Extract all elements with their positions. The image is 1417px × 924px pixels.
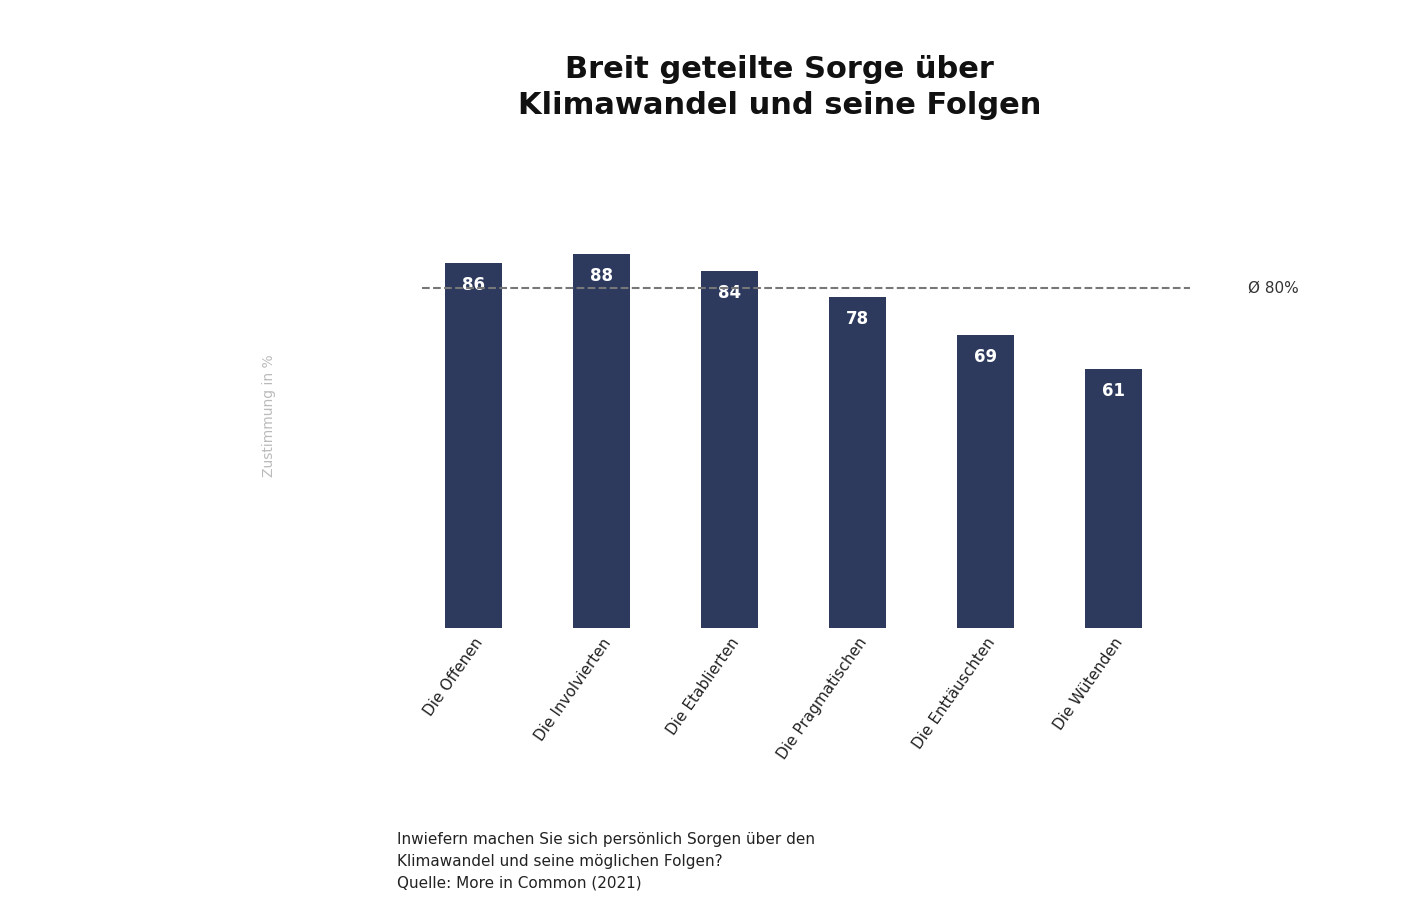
Bar <box>829 297 886 628</box>
Bar <box>701 272 758 628</box>
Bar <box>572 254 631 628</box>
Bar <box>956 335 1015 628</box>
Text: Zustimmung in %: Zustimmung in % <box>262 355 276 477</box>
Text: 78: 78 <box>846 310 869 327</box>
Bar <box>445 262 503 628</box>
Text: Breit geteilte Sorge über
Klimawandel und seine Folgen: Breit geteilte Sorge über Klimawandel un… <box>517 55 1041 120</box>
Text: 69: 69 <box>973 347 998 366</box>
Text: Inwiefern machen Sie sich persönlich Sorgen über den
Klimawandel und seine mögli: Inwiefern machen Sie sich persönlich Sor… <box>397 832 815 891</box>
Text: 86: 86 <box>462 275 485 294</box>
Bar <box>1084 369 1142 628</box>
Text: Ø 80%: Ø 80% <box>1248 281 1298 296</box>
Text: 61: 61 <box>1102 382 1125 400</box>
Text: 84: 84 <box>718 284 741 302</box>
Text: 88: 88 <box>589 267 614 285</box>
